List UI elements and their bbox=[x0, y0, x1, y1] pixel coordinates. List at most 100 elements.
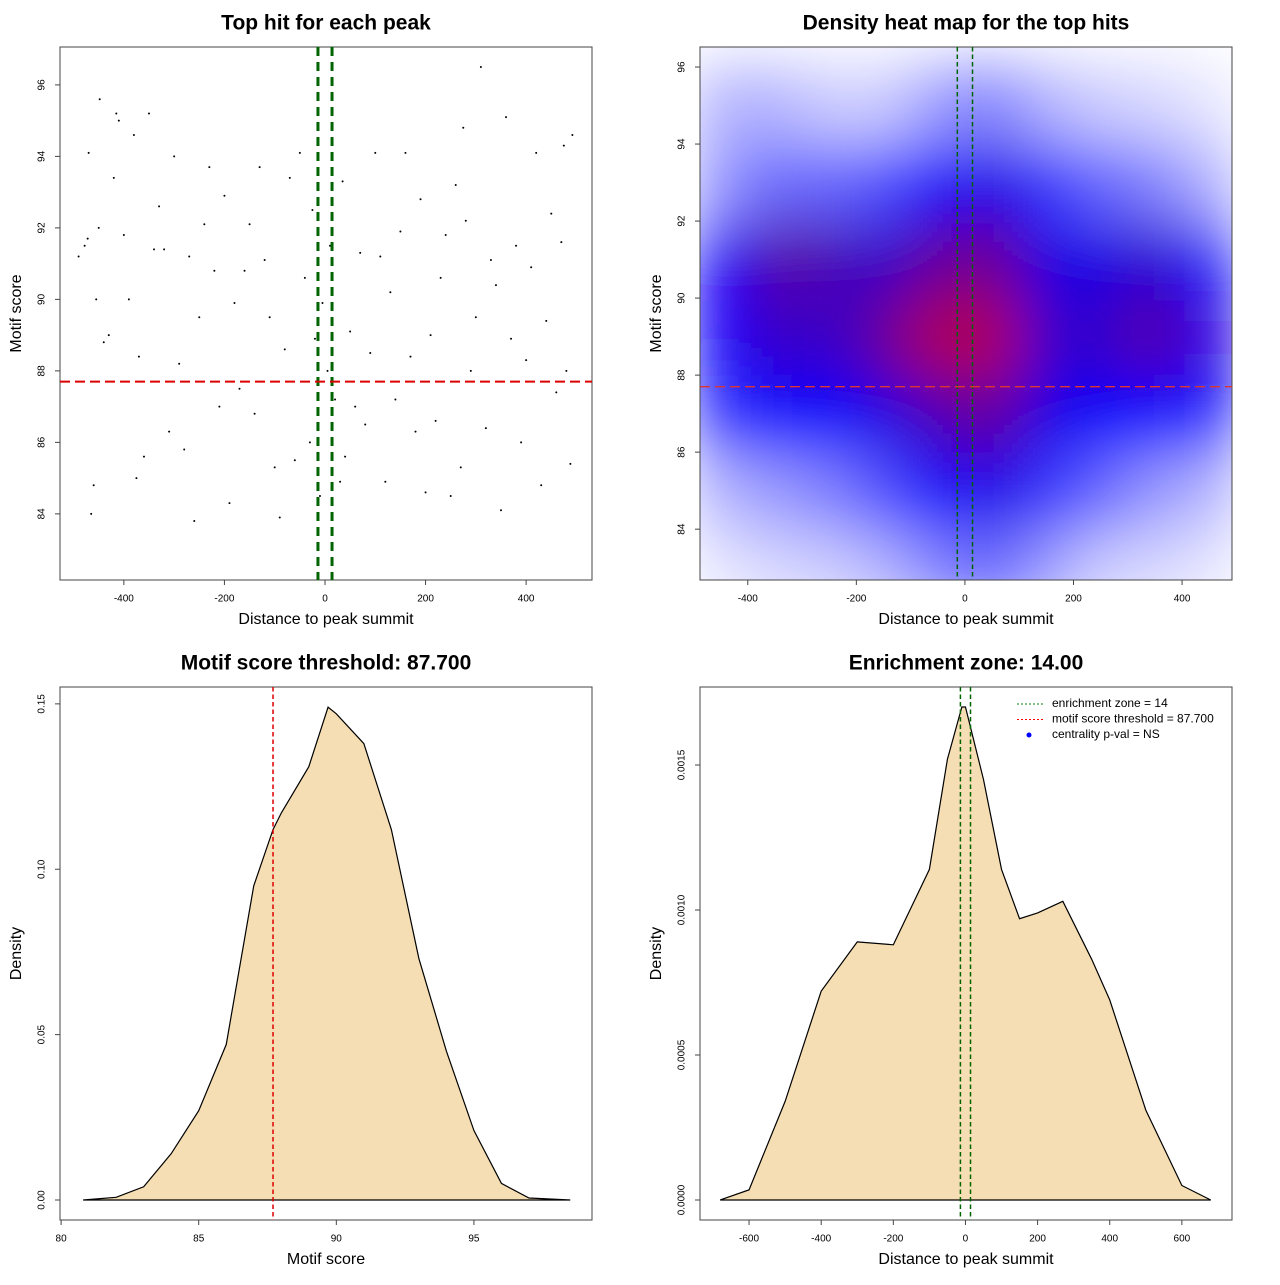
y-tick-label: 94 bbox=[677, 138, 688, 150]
point bbox=[414, 430, 417, 433]
point bbox=[168, 430, 171, 433]
chart-title: Top hit for each peak bbox=[221, 12, 431, 35]
point bbox=[115, 112, 118, 115]
x-tick-label: 80 bbox=[56, 1234, 68, 1245]
heat-cell bbox=[1073, 221, 1129, 300]
heat-cell bbox=[802, 298, 858, 377]
point bbox=[459, 466, 462, 469]
point bbox=[359, 251, 362, 254]
point bbox=[97, 226, 100, 229]
heat-cell bbox=[964, 144, 1021, 223]
point bbox=[394, 398, 397, 401]
point bbox=[253, 412, 256, 415]
panel: -400 -200 0 200 400 84 86 88 90 92 94 96 Top hit for… bbox=[8, 12, 593, 628]
y-tick-label: 0.05 bbox=[37, 1024, 48, 1044]
chart-title: Motif score threshold: 87.700 bbox=[181, 652, 472, 675]
point bbox=[484, 427, 487, 430]
point bbox=[158, 205, 161, 208]
heatmap bbox=[700, 47, 1232, 580]
heat-cell bbox=[1127, 452, 1184, 531]
heat-cell bbox=[802, 452, 858, 531]
point bbox=[505, 116, 508, 119]
heat-cell bbox=[700, 144, 749, 223]
point bbox=[344, 455, 347, 458]
heat-cell bbox=[1182, 298, 1232, 377]
point bbox=[444, 234, 447, 237]
point bbox=[515, 244, 518, 247]
x-tick-label: 600 bbox=[1174, 1234, 1191, 1245]
point bbox=[258, 166, 261, 169]
heat-cell bbox=[802, 529, 858, 580]
point bbox=[449, 494, 452, 497]
y-tick-label: 96 bbox=[677, 61, 688, 73]
point bbox=[462, 126, 465, 129]
point bbox=[369, 352, 372, 355]
point bbox=[122, 234, 125, 237]
x-tick-label: -400 bbox=[811, 1234, 831, 1245]
panel: 80 85 90 95 0.00 0.05 0.10 0.15 Motif score thre… bbox=[8, 652, 593, 1268]
point bbox=[479, 66, 482, 69]
point bbox=[213, 269, 216, 272]
y-tick-label: 88 bbox=[37, 365, 48, 377]
point bbox=[489, 259, 492, 262]
x-tick-label: 0 bbox=[962, 594, 968, 605]
point bbox=[283, 348, 286, 351]
point bbox=[298, 151, 301, 154]
heat-cell bbox=[1073, 298, 1129, 377]
y-tick-label: 84 bbox=[37, 508, 48, 520]
y-tick-label: 0.0005 bbox=[677, 1039, 688, 1070]
point bbox=[117, 119, 120, 122]
x-tick-label: -200 bbox=[846, 594, 866, 605]
heat-cell bbox=[1019, 144, 1075, 223]
point bbox=[318, 494, 321, 497]
heat-cell bbox=[1073, 529, 1129, 580]
heat-cell bbox=[1182, 67, 1232, 146]
y-tick-label: 90 bbox=[37, 293, 48, 305]
x-tick-label: 95 bbox=[468, 1234, 480, 1245]
density-area bbox=[83, 706, 571, 1201]
point bbox=[474, 316, 477, 319]
point bbox=[248, 223, 251, 226]
point bbox=[454, 183, 457, 186]
y-axis-label: Density bbox=[8, 927, 25, 980]
heat-cell bbox=[747, 375, 804, 454]
x-tick-label: 400 bbox=[1101, 1234, 1118, 1245]
y-tick-label: 86 bbox=[37, 436, 48, 448]
point bbox=[127, 298, 130, 301]
chart-title: Enrichment zone: 14.00 bbox=[849, 652, 1084, 675]
density-area bbox=[719, 706, 1211, 1201]
heat-cell bbox=[964, 298, 1021, 377]
heat-cell bbox=[856, 298, 912, 377]
x-tick-label: -200 bbox=[214, 594, 234, 605]
plot-frame bbox=[59, 686, 593, 1221]
x-axis-label: Distance to peak summit bbox=[878, 1251, 1054, 1268]
y-tick-label: 0.15 bbox=[37, 694, 48, 714]
heat-cell bbox=[1019, 67, 1075, 146]
y-axis-label: Motif score bbox=[8, 274, 25, 352]
point bbox=[349, 330, 352, 333]
heat-cell bbox=[964, 67, 1021, 146]
point bbox=[560, 241, 563, 244]
point bbox=[399, 230, 402, 233]
heat-cell bbox=[802, 221, 858, 300]
point bbox=[520, 441, 523, 444]
point bbox=[98, 98, 101, 101]
point bbox=[83, 244, 86, 247]
heat-cell bbox=[856, 452, 912, 531]
point bbox=[132, 133, 135, 136]
point bbox=[341, 180, 344, 183]
x-tick-label: 85 bbox=[193, 1234, 205, 1245]
point bbox=[193, 520, 196, 523]
point bbox=[525, 359, 528, 362]
plot-frame bbox=[699, 46, 1233, 581]
point bbox=[409, 355, 412, 358]
point bbox=[562, 144, 565, 147]
heat-cell bbox=[700, 298, 749, 377]
x-tick-label: 200 bbox=[1065, 594, 1082, 605]
x-tick-label: 400 bbox=[518, 594, 535, 605]
point bbox=[268, 316, 271, 319]
heat-cell bbox=[964, 375, 1021, 454]
heat-cell bbox=[1127, 221, 1184, 300]
heat-cell bbox=[747, 298, 804, 377]
